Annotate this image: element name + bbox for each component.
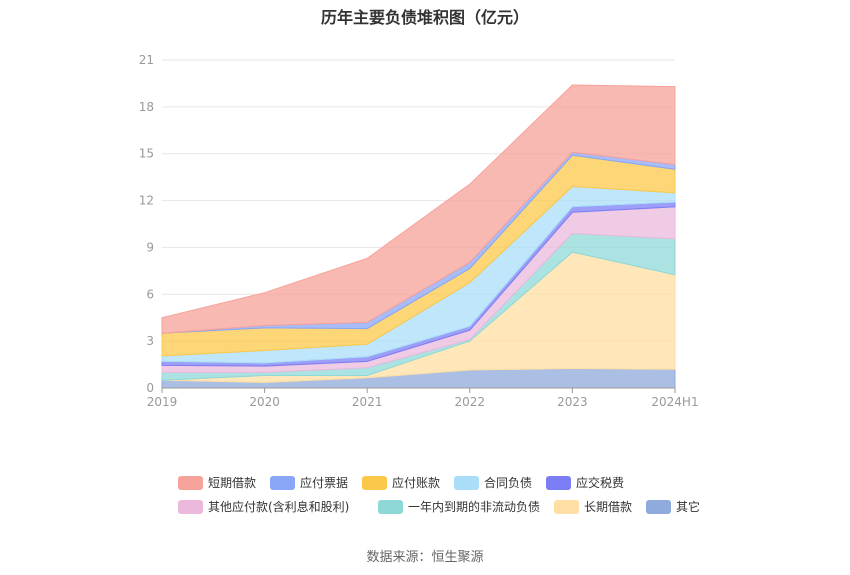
- x-tick-label: 2022: [455, 395, 486, 409]
- legend-item[interactable]: 一年内到期的非流动负债: [378, 498, 540, 515]
- y-tick-label: 18: [139, 100, 154, 114]
- y-tick-label: 0: [146, 381, 154, 395]
- legend-label: 应付票据: [300, 476, 349, 490]
- legend-swatch: [646, 499, 671, 514]
- data-source: 数据来源：恒生聚源: [366, 550, 484, 565]
- legend-label: 合同负债: [484, 476, 533, 490]
- axes: 0 3 6 9 12 15 18 21 2019 2020 2021 2022 2023 2024H1: [139, 53, 699, 409]
- legend-item[interactable]: 合同负债: [454, 474, 532, 491]
- legend-swatch: [546, 475, 571, 490]
- legend-item[interactable]: 应付票据: [270, 474, 348, 491]
- legend-label: 其他应付款(含利息和股利): [208, 500, 350, 514]
- legend-item[interactable]: 长期借款: [554, 498, 632, 515]
- legend-label: 应付账款: [392, 476, 441, 490]
- legend-label: 一年内到期的非流动负债: [408, 500, 541, 514]
- legend-swatch: [178, 475, 203, 490]
- y-tick-label: 9: [146, 240, 154, 254]
- y-tick-label: 6: [146, 287, 154, 301]
- area-短期借款[interactable]: [161, 84, 676, 334]
- legend-label: 应交税费: [576, 476, 625, 490]
- legend-label: 其它: [676, 500, 701, 514]
- legend-swatch: [270, 475, 295, 490]
- y-tick-label: 12: [139, 194, 154, 208]
- area-series: [161, 84, 676, 389]
- x-tick-label: 2020: [249, 395, 280, 409]
- legend-item[interactable]: 应交税费: [546, 474, 624, 491]
- legend-label: 短期借款: [208, 476, 257, 490]
- x-tick-label: 2023: [557, 395, 588, 409]
- chart-title: 历年主要负债堆积图（亿元）: [320, 8, 529, 27]
- y-tick-label: 21: [139, 53, 154, 67]
- legend-item[interactable]: 其他应付款(含利息和股利): [178, 498, 349, 515]
- legend-label: 长期借款: [584, 500, 633, 514]
- legend-item[interactable]: 应付账款: [362, 474, 440, 491]
- legend-swatch: [178, 499, 203, 514]
- y-tick-label: 3: [146, 334, 154, 348]
- legend-swatch: [554, 499, 579, 514]
- legend-item[interactable]: 其它: [646, 498, 700, 515]
- legend-swatch: [454, 475, 479, 490]
- legend-swatch: [378, 499, 403, 514]
- x-tick-label: 2024H1: [651, 395, 698, 409]
- y-tick-label: 15: [139, 147, 154, 161]
- x-tick-label: 2021: [352, 395, 383, 409]
- x-tick-label: 2019: [147, 395, 178, 409]
- legend-item[interactable]: 短期借款: [178, 474, 256, 491]
- legend-swatch: [362, 475, 387, 490]
